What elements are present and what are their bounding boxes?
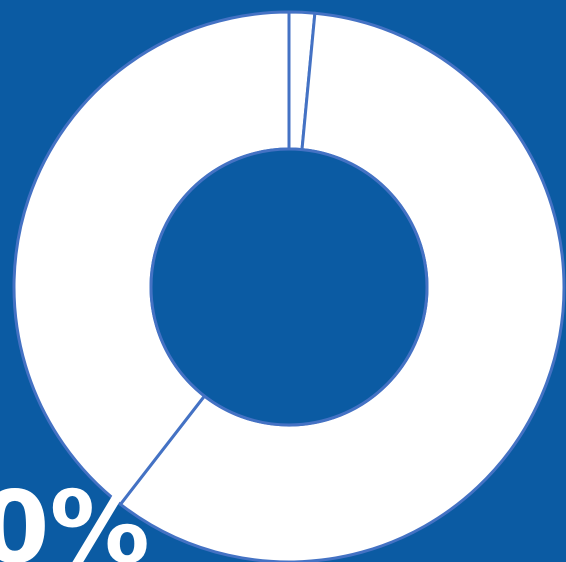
percent-annotation: 0%	[0, 469, 150, 562]
donut-hole	[149, 147, 429, 427]
